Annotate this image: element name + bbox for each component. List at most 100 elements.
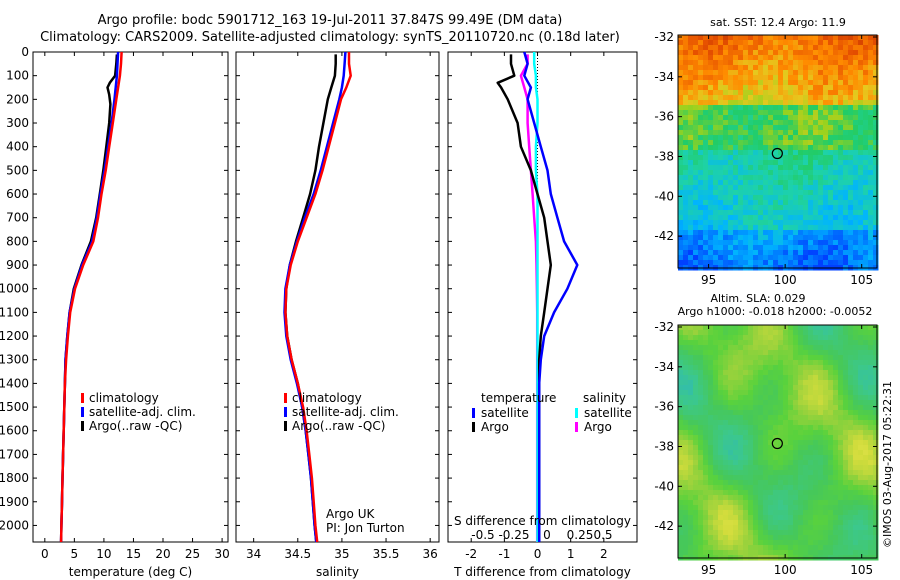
sst-map-cell — [848, 115, 854, 121]
sla-map-cell — [858, 345, 864, 351]
sla-map-cell — [788, 340, 794, 346]
sla-map-cell — [853, 325, 859, 331]
sst-map-cell — [738, 65, 744, 71]
sst-map-cell — [873, 105, 879, 111]
sst-map-cell — [693, 190, 699, 196]
sst-map-cell — [848, 245, 854, 251]
sla-map-cell — [833, 370, 839, 376]
sla-map-cell — [728, 325, 734, 331]
sst-map-cell — [748, 190, 754, 196]
sla-map-cell — [738, 495, 744, 501]
sst-map-cell — [698, 100, 704, 106]
sst-map-cell — [728, 170, 734, 176]
sst-map-cell — [793, 95, 799, 101]
sla-map-cell — [683, 420, 689, 426]
sla-map-cell — [738, 395, 744, 401]
sst-map-cell — [813, 70, 819, 76]
sst-map-cell — [853, 260, 859, 266]
sla-map-cell — [788, 470, 794, 476]
temperature-ytick-label: 1600 — [0, 424, 29, 438]
sst-map-cell — [748, 135, 754, 141]
sst-map-cell — [753, 150, 759, 156]
sla-map-cell — [773, 450, 779, 456]
sst-map-cell — [853, 180, 859, 186]
sst-map-cell — [823, 185, 829, 191]
sla-map-cell — [778, 475, 784, 481]
sla-map-cell — [828, 480, 834, 486]
sla-map-cell — [813, 530, 819, 536]
sst-map-cell — [873, 240, 879, 246]
sst-map-cell — [783, 70, 789, 76]
sla-map-cell — [763, 440, 769, 446]
sla-map-cell — [683, 460, 689, 466]
sst-map-cell — [818, 170, 824, 176]
sla-map-cell — [693, 430, 699, 436]
sst-map-cell — [803, 85, 809, 91]
sla-map-cell — [798, 330, 804, 336]
sst-map-cell — [843, 260, 849, 266]
sst-map-cell — [808, 95, 814, 101]
sst-map-cell — [758, 60, 764, 66]
sst-map-cell — [823, 210, 829, 216]
sla-map-cell — [798, 420, 804, 426]
sst-map-cell — [823, 155, 829, 161]
sst-map-cell — [733, 65, 739, 71]
sst-map-cell — [848, 205, 854, 211]
sla-map-cell — [748, 420, 754, 426]
sst-map-cell — [718, 255, 724, 261]
sst-map-cell — [793, 185, 799, 191]
sla-map-cell — [808, 475, 814, 481]
difference-legend-swatch — [472, 422, 475, 432]
sla-map-cell — [678, 545, 684, 551]
sla-map-cell — [778, 345, 784, 351]
sst-map-cell — [858, 75, 864, 81]
sla-map-cell — [738, 470, 744, 476]
sla-map-cell — [778, 530, 784, 536]
sla-map-cell — [788, 515, 794, 521]
sst-map-cell — [748, 75, 754, 81]
sla-map-cell — [713, 485, 719, 491]
sst-map-cell — [863, 55, 869, 61]
sla-map-cell — [748, 485, 754, 491]
sla-map-cell — [698, 400, 704, 406]
sla-map-cell — [733, 485, 739, 491]
sst-map-cell — [708, 40, 714, 46]
sst-map-cell — [678, 210, 684, 216]
sst-map-cell — [763, 40, 769, 46]
sst-map-cell — [778, 95, 784, 101]
sla-map-cell — [758, 355, 764, 361]
sst-map-cell — [853, 240, 859, 246]
sla-map-cell — [723, 325, 729, 331]
sla-map-cell — [698, 340, 704, 346]
sst-map-cell — [733, 175, 739, 181]
sla-map-cell — [823, 420, 829, 426]
sla-map-cell — [783, 355, 789, 361]
sst-map-cell — [713, 80, 719, 86]
sla-map-cell — [688, 520, 694, 526]
sst-map-cell — [748, 40, 754, 46]
sla-map-cell — [778, 430, 784, 436]
sst-map-cell — [843, 100, 849, 106]
sst-map-cell — [798, 75, 804, 81]
sst-map-cell — [853, 220, 859, 226]
sla-map-cell — [733, 355, 739, 361]
sst-map-cell — [723, 160, 729, 166]
sst-map-cell — [803, 180, 809, 186]
sst-map-cell — [793, 105, 799, 111]
sla-map-cell — [703, 445, 709, 451]
sst-map-cell — [738, 155, 744, 161]
sla-map-cell — [758, 345, 764, 351]
sla-map-cell — [763, 500, 769, 506]
sst-map-cell — [863, 160, 869, 166]
salinity-profile-legend-label: Argo(..raw -QC) — [292, 419, 385, 433]
temperature-ytick-label: 700 — [6, 211, 29, 225]
sla-map-cell — [803, 535, 809, 541]
sla-map-cell — [818, 530, 824, 536]
sla-map-cell — [703, 515, 709, 521]
sla-map-cell — [703, 420, 709, 426]
sst-map-cell — [813, 75, 819, 81]
sla-map-cell — [718, 425, 724, 431]
sst-map-cell — [843, 195, 849, 201]
sla-map-cell — [853, 365, 859, 371]
salinity-profile-xtick-label: 36 — [423, 547, 438, 561]
